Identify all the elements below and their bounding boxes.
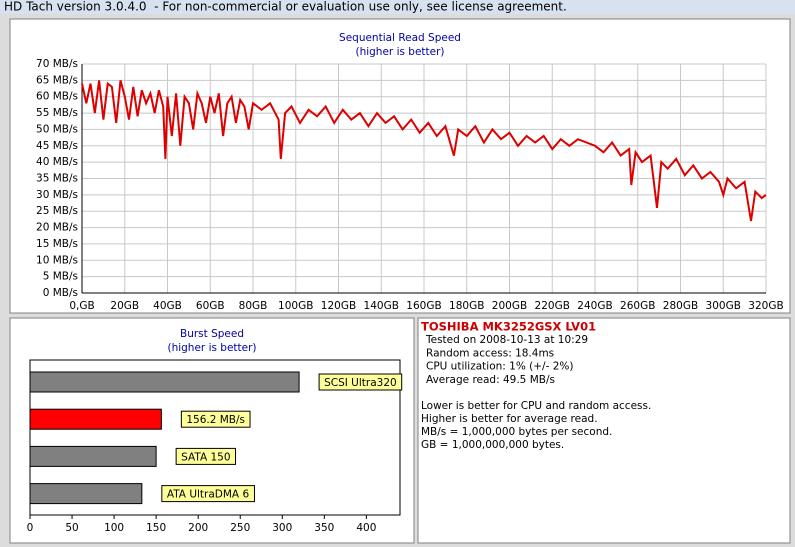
x-tick-label: 50 xyxy=(65,522,78,534)
y-tick-label: 30 MB/s xyxy=(36,189,78,201)
chart-subtitle: (higher is better) xyxy=(355,46,444,58)
y-tick-label: 20 MB/s xyxy=(36,222,78,234)
x-tick-label: 300 xyxy=(272,522,292,534)
label-box xyxy=(161,485,255,503)
y-tick-label: 5 MB/s xyxy=(43,271,78,283)
info-detail: Average read: 49.5 MB/s xyxy=(426,374,555,386)
y-tick-label: 25 MB/s xyxy=(36,205,78,217)
y-tick-label: 0 MB/s xyxy=(43,287,78,299)
x-tick-label: 300GB xyxy=(706,300,741,312)
chart-subtitle: (higher is better) xyxy=(167,342,256,354)
y-tick-label: 15 MB/s xyxy=(36,238,78,250)
x-tick-label: 140GB xyxy=(364,300,399,312)
x-tick-label: 200GB xyxy=(492,300,527,312)
read-panel xyxy=(9,18,791,314)
x-tick-label: 160GB xyxy=(406,300,441,312)
x-tick-label: 260GB xyxy=(620,300,655,312)
x-tick-label: 100GB xyxy=(278,300,313,312)
label-box xyxy=(318,373,403,391)
x-tick-label: 0,GB xyxy=(69,300,94,312)
x-tick-label: 0 xyxy=(27,522,34,534)
bar-label: 156.2 MB/s xyxy=(186,414,245,426)
y-tick-label: 65 MB/s xyxy=(36,74,78,86)
info-panel xyxy=(417,317,791,544)
x-tick-label: 250 xyxy=(230,522,250,534)
chart-title: Burst Speed xyxy=(180,328,244,340)
y-tick-label: 60 MB/s xyxy=(36,91,78,103)
x-tick-label: 350 xyxy=(314,522,334,534)
x-tick-label: 220GB xyxy=(535,300,570,312)
x-tick-label: 20GB xyxy=(110,300,139,312)
label-box xyxy=(180,410,251,428)
info-detail: CPU utilization: 1% (+/- 2%) xyxy=(426,361,573,373)
bar-label: SCSI Ultra320 xyxy=(324,377,397,389)
y-tick-label: 10 MB/s xyxy=(36,254,78,266)
info-note: GB = 1,000,000,000 bytes. xyxy=(421,439,564,451)
x-tick-label: 320GB xyxy=(748,300,783,312)
drive-name: TOSHIBA MK3252GSX LV01 xyxy=(421,320,596,334)
burst-bar xyxy=(29,445,157,467)
info-detail: Tested on 2008-10-13 at 10:29 xyxy=(425,334,588,346)
x-tick-label: 40GB xyxy=(153,300,182,312)
x-tick-label: 240GB xyxy=(577,300,612,312)
x-tick-label: 150 xyxy=(146,522,166,534)
y-tick-label: 40 MB/s xyxy=(36,156,78,168)
x-tick-label: 120GB xyxy=(321,300,356,312)
x-tick-label: 100 xyxy=(104,522,124,534)
y-tick-label: 70 MB/s xyxy=(36,58,78,70)
read-line xyxy=(81,80,767,222)
chart-title: Sequential Read Speed xyxy=(339,32,461,44)
x-tick-label: 400 xyxy=(356,522,376,534)
info-detail: Random access: 18.4ms xyxy=(426,347,554,359)
y-tick-label: 35 MB/s xyxy=(36,173,78,185)
info-note: Lower is better for CPU and random acces… xyxy=(421,400,651,412)
y-tick-label: 55 MB/s xyxy=(36,107,78,119)
bar-label: ATA UltraDMA 6 xyxy=(167,489,250,501)
burst-bar xyxy=(29,483,143,505)
x-tick-label: 180GB xyxy=(449,300,484,312)
y-tick-label: 50 MB/s xyxy=(36,123,78,135)
x-tick-label: 80GB xyxy=(239,300,268,312)
info-note: MB/s = 1,000,000 bytes per second. xyxy=(421,426,612,438)
x-tick-label: 60GB xyxy=(196,300,225,312)
info-note: Higher is better for average read. xyxy=(421,413,598,425)
x-tick-label: 280GB xyxy=(663,300,698,312)
burst-bar xyxy=(29,408,162,430)
window-title: HD Tach version 3.0.4.0 - For non-commer… xyxy=(4,0,567,14)
y-tick-label: 45 MB/s xyxy=(36,140,78,152)
x-tick-label: 200 xyxy=(188,522,208,534)
label-box xyxy=(175,447,237,465)
title-bar xyxy=(0,0,795,14)
bar-label: SATA 150 xyxy=(181,451,230,463)
burst-bar xyxy=(29,371,300,393)
